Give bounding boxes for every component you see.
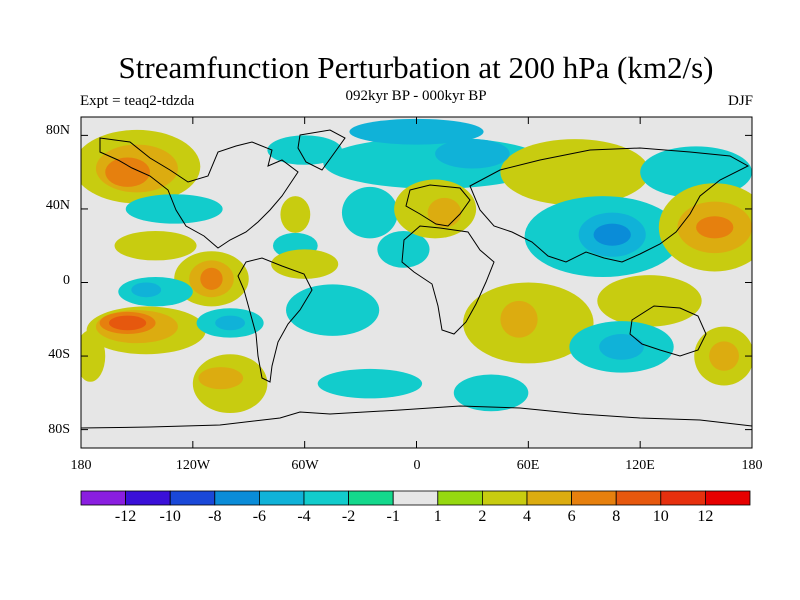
lon-label-180w: 180 xyxy=(70,458,92,473)
lon-label-120w: 120W xyxy=(175,458,211,473)
colorbar-swatch-13 xyxy=(660,490,706,506)
colorbar-label-5: -2 xyxy=(341,508,356,525)
coast-europe-africa xyxy=(401,184,495,335)
colorbar-swatch-1 xyxy=(125,490,171,506)
contour-region-27 xyxy=(81,330,106,382)
colorbar-label-3: -6 xyxy=(252,508,267,525)
colorbar-label-7: 1 xyxy=(433,508,442,525)
lon-label-60w: 60W xyxy=(291,458,319,473)
contour-region-43 xyxy=(200,267,223,290)
colorbar-swatch-10 xyxy=(526,490,572,506)
colorbar-swatch-12 xyxy=(615,490,662,506)
colorbar-label-8: 2 xyxy=(478,508,487,525)
contour-region-46 xyxy=(696,216,734,239)
contour-region-12 xyxy=(286,284,380,336)
contour-region-45 xyxy=(593,223,631,246)
lon-label-180e: 180 xyxy=(741,458,763,473)
contour-region-47 xyxy=(108,315,147,331)
coast-north-america xyxy=(99,137,299,249)
colorbar-swatch-8 xyxy=(437,490,483,506)
colorbar-swatch-4 xyxy=(258,490,305,506)
contour-region-36 xyxy=(427,197,462,228)
contour-region-28 xyxy=(349,118,484,145)
contour-region-19 xyxy=(453,374,529,412)
contour-region-41 xyxy=(709,341,739,371)
contour-region-24 xyxy=(597,275,702,327)
contour-fill-layer xyxy=(81,118,752,414)
lat-label-80n: 80N xyxy=(45,123,70,138)
colorbar-swatch-3 xyxy=(214,490,260,506)
lon-label-120e: 120E xyxy=(625,458,655,473)
contour-region-4 xyxy=(114,231,197,261)
coast-antarctica xyxy=(81,405,752,429)
colorbar-swatch-9 xyxy=(481,490,528,506)
colorbar-label-12: 10 xyxy=(652,508,669,525)
lat-label-40s: 40S xyxy=(48,347,70,362)
colorbar-label-4: -4 xyxy=(297,508,311,525)
lat-label-0: 0 xyxy=(63,273,70,288)
colorbar-swatch-11 xyxy=(571,490,617,506)
colorbar-swatch-0 xyxy=(80,490,126,506)
page-title: Streamfunction Perturbation at 200 hPa (… xyxy=(118,50,714,85)
contour-region-34 xyxy=(215,315,246,331)
colorbar-label-10: 6 xyxy=(567,508,576,525)
contour-region-10 xyxy=(280,196,311,233)
contour-region-1 xyxy=(267,135,342,165)
contour-region-32 xyxy=(131,282,162,298)
contour-region-37 xyxy=(500,300,538,338)
colorbar-label-0: -12 xyxy=(114,508,137,525)
lat-label-40n: 40N xyxy=(45,198,70,213)
colorbar-label-11: 8 xyxy=(612,508,621,525)
colorbar-swatch-6 xyxy=(348,490,394,506)
colorbar-label-6: -1 xyxy=(386,508,400,525)
colorbar-swatch-7 xyxy=(392,490,439,506)
contour-region-13 xyxy=(271,249,339,279)
coast-south-america xyxy=(237,257,313,383)
coast-asia xyxy=(469,147,750,263)
colorbar-label-1: -10 xyxy=(159,508,181,525)
colorbar-label-2: -8 xyxy=(208,508,222,525)
colorbar-swatch-14 xyxy=(705,490,751,506)
contour-region-20 xyxy=(500,139,650,206)
colorbar-swatch-2 xyxy=(169,490,216,506)
lon-label-60e: 60E xyxy=(516,458,540,473)
contour-region-35 xyxy=(198,367,244,390)
colorbar xyxy=(80,490,751,506)
coast-greenland xyxy=(297,129,346,171)
coast-australia xyxy=(629,305,707,357)
experiment-label: Expt = teaq2-tdzda xyxy=(80,93,195,109)
colorbar-swatch-5 xyxy=(303,490,349,506)
contour-region-14 xyxy=(341,186,398,239)
coastline-layer xyxy=(81,129,752,429)
contour-region-29 xyxy=(435,139,510,169)
contour-region-3 xyxy=(125,194,223,224)
contour-region-16 xyxy=(317,368,423,399)
subtitle: 092kyr BP - 000kyr BP xyxy=(345,88,487,104)
colorbar-label-9: 4 xyxy=(523,508,531,525)
axis-ticks xyxy=(80,117,753,448)
contour-region-42 xyxy=(105,157,150,187)
colorbar-label-13: 12 xyxy=(697,508,714,525)
lat-label-80s: 80S xyxy=(48,422,70,437)
contour-region-40 xyxy=(599,333,644,360)
lon-label-0: 0 xyxy=(413,458,421,473)
season-label: DJF xyxy=(727,93,753,109)
